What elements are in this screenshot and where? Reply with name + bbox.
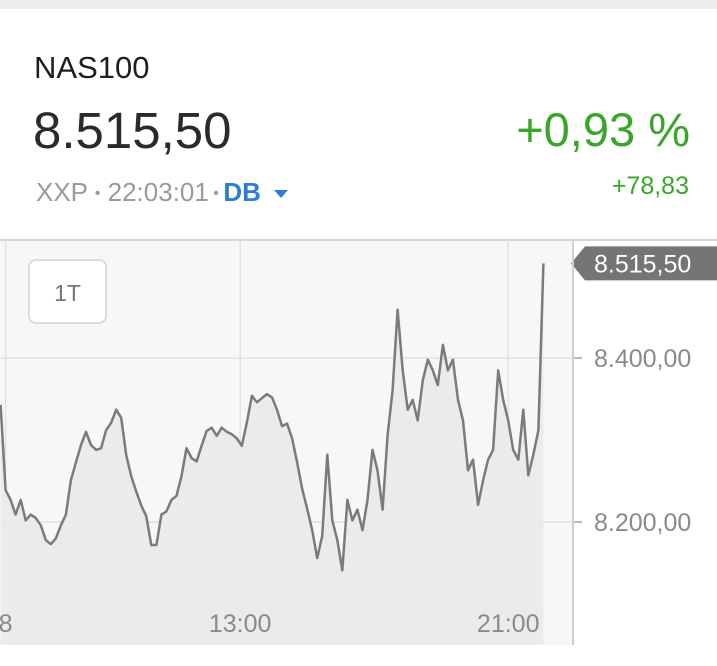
dropdown-arrow[interactable] bbox=[272, 188, 290, 200]
last-price-tag bbox=[571, 246, 717, 281]
price: 8.515,50 bbox=[33, 102, 232, 159]
change-percent: +0,93 % bbox=[516, 103, 690, 156]
x-tick-label: 8 bbox=[0, 610, 13, 638]
source[interactable]: DB bbox=[223, 177, 261, 207]
timeframe-button[interactable] bbox=[28, 259, 107, 324]
x-tick-label: 21:00 bbox=[477, 610, 540, 638]
exchange: XXP bbox=[36, 177, 88, 207]
area bbox=[0, 263, 544, 645]
y-tick-label: 8.200,00 bbox=[594, 509, 691, 537]
last-price-label: 8.515,50 bbox=[594, 250, 691, 278]
separator: • bbox=[208, 185, 224, 203]
y-tick-label: 8.400,00 bbox=[594, 345, 691, 373]
time: 22:03:01 bbox=[107, 177, 209, 207]
meta-row: XXP • 22:03:01 • DB bbox=[36, 177, 290, 208]
line bbox=[0, 263, 545, 572]
separator: • bbox=[94, 185, 101, 203]
status-strip bbox=[0, 0, 717, 9]
change: +78,83 bbox=[611, 172, 689, 200]
symbol: NAS100 bbox=[34, 50, 150, 85]
timeframe-label[interactable]: 1T bbox=[54, 280, 81, 306]
x-tick-label: 13:00 bbox=[209, 610, 272, 638]
